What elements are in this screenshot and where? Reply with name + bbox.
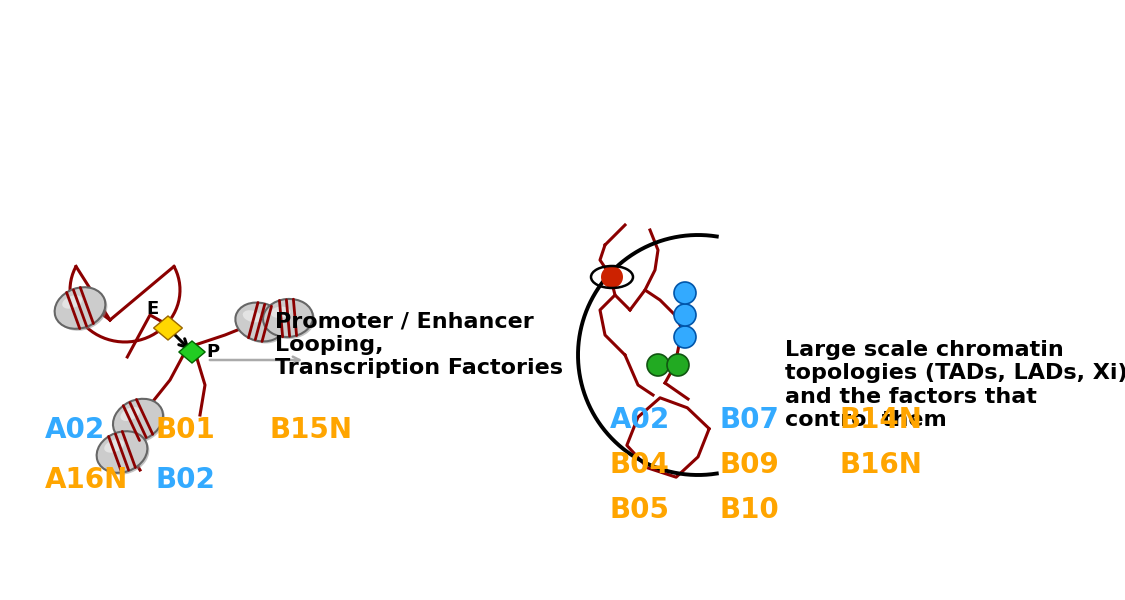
Ellipse shape [56, 289, 107, 331]
Circle shape [674, 282, 696, 304]
Ellipse shape [115, 401, 165, 443]
Ellipse shape [237, 305, 287, 343]
Ellipse shape [62, 295, 82, 308]
Text: A02: A02 [610, 406, 670, 434]
Circle shape [674, 304, 696, 326]
Ellipse shape [99, 433, 150, 475]
Ellipse shape [97, 431, 147, 473]
Text: B14N: B14N [840, 406, 922, 434]
Text: E: E [146, 300, 159, 318]
Text: B07: B07 [720, 406, 780, 434]
Text: Large scale chromatin
topologies (TADs, LADs, Xi)
and the factors that
control t: Large scale chromatin topologies (TADs, … [785, 340, 1125, 430]
Ellipse shape [243, 310, 262, 322]
Circle shape [674, 326, 696, 348]
Circle shape [667, 354, 688, 376]
Ellipse shape [105, 439, 124, 452]
Ellipse shape [120, 407, 140, 421]
Text: A16N: A16N [45, 466, 128, 494]
Ellipse shape [235, 302, 285, 341]
Ellipse shape [112, 399, 163, 441]
Text: B04: B04 [610, 451, 669, 479]
Text: B05: B05 [610, 496, 670, 524]
Ellipse shape [55, 287, 106, 329]
Ellipse shape [270, 307, 290, 318]
Text: B10: B10 [720, 496, 780, 524]
Text: Promoter / Enhancer
Looping,
Transcription Factories: Promoter / Enhancer Looping, Transcripti… [274, 312, 562, 378]
Text: B16N: B16N [840, 451, 922, 479]
Text: P: P [206, 343, 219, 361]
Ellipse shape [266, 301, 315, 339]
Text: B09: B09 [720, 451, 780, 479]
Text: B15N: B15N [270, 416, 353, 444]
Text: B02: B02 [155, 466, 215, 494]
Polygon shape [154, 316, 182, 340]
Text: A02: A02 [45, 416, 106, 444]
Circle shape [647, 354, 669, 376]
Polygon shape [179, 341, 205, 363]
Circle shape [601, 266, 623, 288]
Text: B01: B01 [155, 416, 215, 444]
Ellipse shape [263, 299, 313, 337]
